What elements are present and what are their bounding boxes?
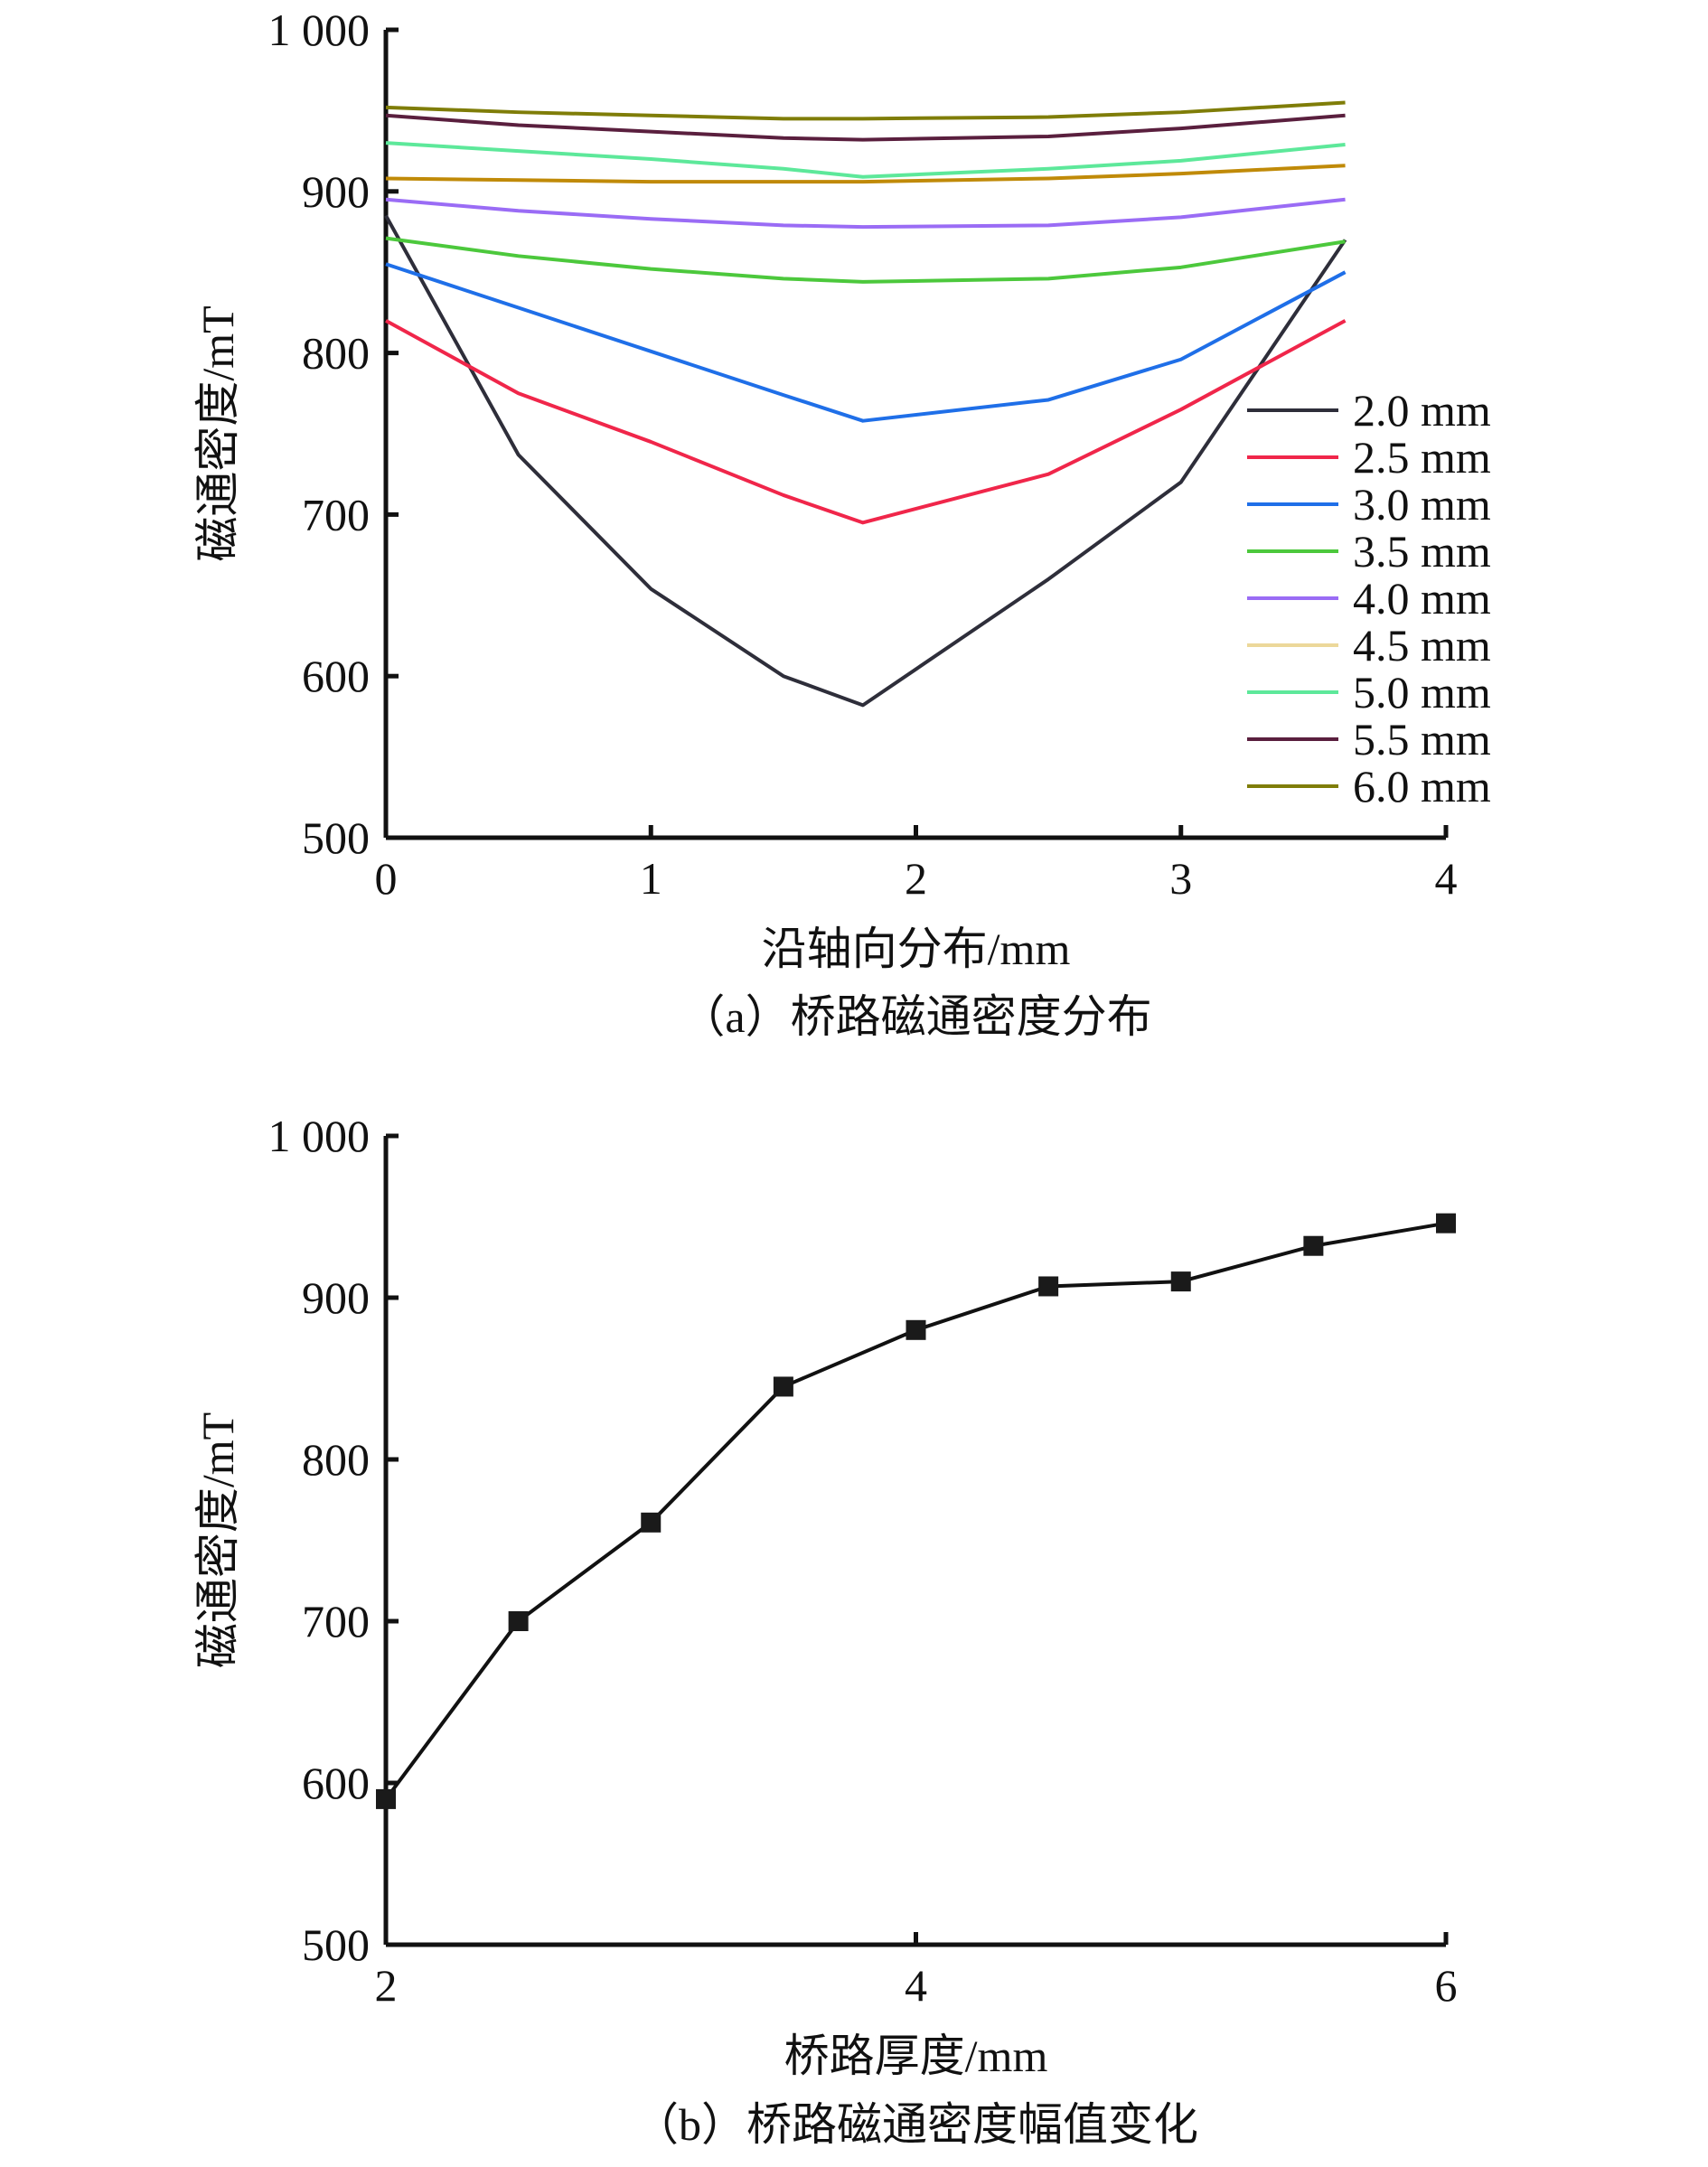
x-tick-label: 4	[1435, 853, 1458, 904]
legend-label: 5.5 mm	[1353, 714, 1491, 765]
data-point	[641, 1512, 662, 1533]
y-tick-label: 600	[302, 1758, 370, 1808]
chart-title: （b）桥路磁通密度幅值变化	[633, 2099, 1198, 2150]
series-line-20mm	[384, 214, 1347, 708]
y-tick-label: 1 000	[268, 1111, 371, 1161]
series-line-55mm	[385, 113, 1346, 142]
x-tick-label: 2	[375, 1960, 398, 2011]
data-point	[906, 1319, 926, 1340]
series-line-45mm	[385, 164, 1346, 184]
series-line-25mm	[385, 319, 1347, 525]
y-tick-label: 1 000	[268, 5, 371, 55]
data-point	[1436, 1213, 1456, 1234]
y-tick-label: 700	[302, 489, 370, 539]
series-line	[384, 1221, 1447, 1801]
legend-label: 6.0 mm	[1353, 761, 1491, 811]
data-point	[1038, 1276, 1059, 1297]
x-tick-label: 4	[905, 1960, 927, 2011]
chart-title: （a）桥路磁通密度分布	[680, 991, 1151, 1042]
data-point	[376, 1788, 396, 1809]
series-line-35mm	[385, 236, 1346, 284]
chart-b: 500 600 700 800 900 1 000 2 4 6 桥路厚度/mm 磁通密度/mT （b）…	[192, 1111, 1458, 2150]
x-tick-label: 3	[1169, 853, 1192, 904]
y-tick-label: 800	[302, 328, 370, 379]
data-point	[773, 1376, 793, 1397]
data-point	[508, 1611, 529, 1631]
x-axis-label: 桥路厚度/mm	[784, 2031, 1048, 2081]
data-point	[1303, 1235, 1324, 1256]
y-axis-label: 磁通密度/mT	[192, 305, 243, 561]
legend-label: 5.0 mm	[1353, 667, 1491, 718]
x-tick-label: 6	[1435, 1960, 1458, 2011]
series-line-30mm	[385, 262, 1347, 423]
x-tick-label: 0	[375, 853, 398, 904]
legend-label: 3.0 mm	[1353, 479, 1491, 530]
x-tick-label: 2	[905, 853, 927, 904]
legend-label: 3.5 mm	[1353, 526, 1491, 577]
y-tick-label: 800	[302, 1434, 370, 1485]
y-tick-label: 700	[302, 1596, 370, 1646]
y-tick-label: 900	[302, 1272, 370, 1323]
y-tick-label: 500	[302, 1919, 370, 1970]
legend-label: 2.0 mm	[1353, 385, 1491, 436]
series-line-40mm	[385, 197, 1346, 230]
legend-label: 4.5 mm	[1353, 620, 1491, 671]
y-tick-label: 900	[302, 166, 370, 217]
data-point	[1170, 1271, 1191, 1292]
legend-label: 4.0 mm	[1353, 573, 1491, 624]
y-tick-label: 500	[302, 812, 370, 863]
series-line-60mm	[385, 100, 1346, 121]
series-line-50mm	[385, 141, 1346, 179]
x-tick-label: 1	[640, 853, 662, 904]
y-tick-label: 600	[302, 651, 370, 701]
y-axis-label: 磁通密度/mT	[192, 1412, 243, 1668]
chart-a: 500 600 700 800 900 1 000 0 1 2 3 4 沿轴向分布/mm 磁通密度/mT…	[192, 5, 1491, 1042]
legend-label: 2.5 mm	[1353, 432, 1491, 483]
x-axis-label: 沿轴向分布/mm	[762, 924, 1071, 974]
